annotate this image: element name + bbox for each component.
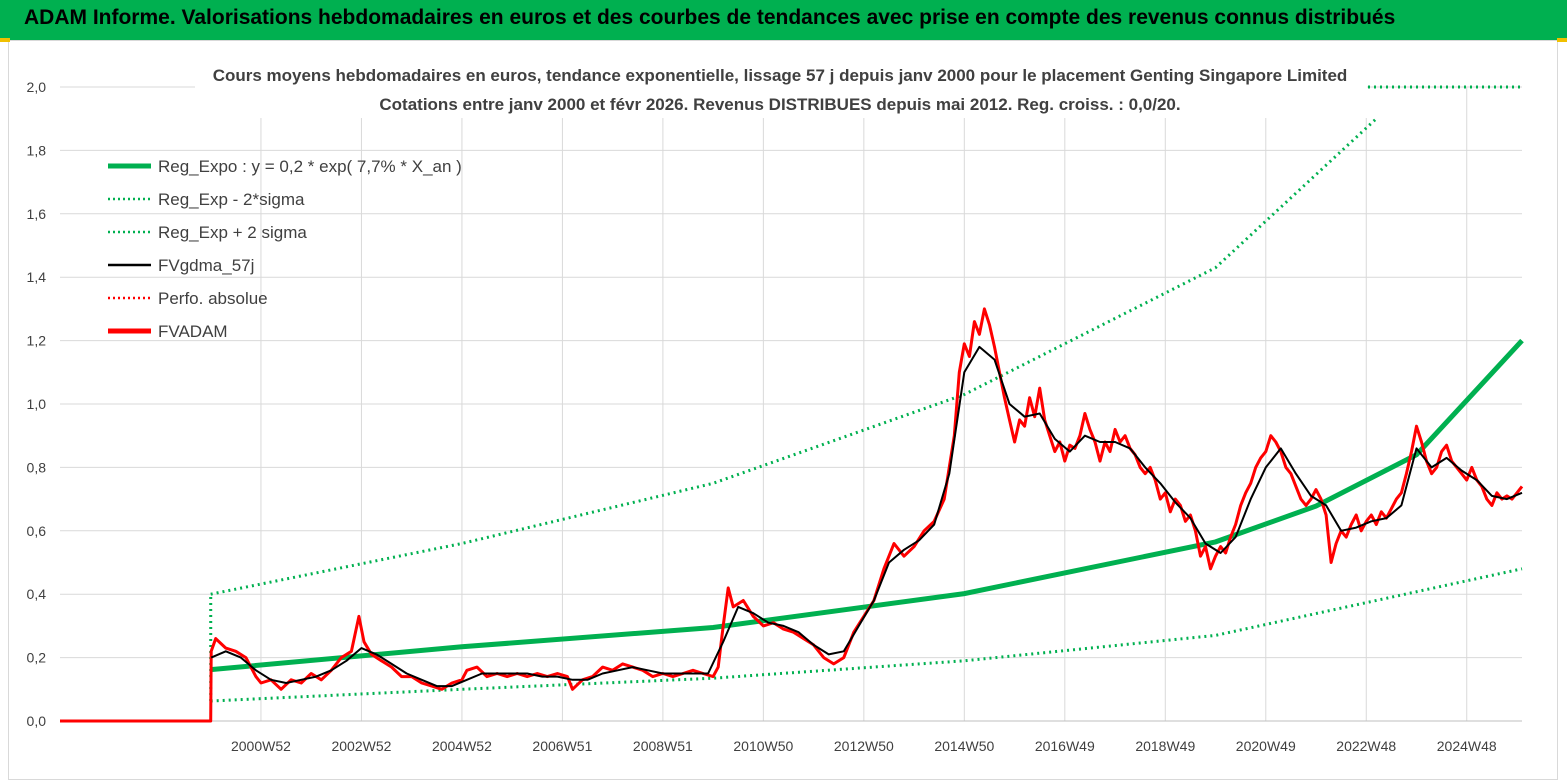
title-background [195, 60, 1367, 118]
x-tick-label: 2012W50 [834, 738, 894, 754]
report-title: ADAM Informe. Valorisations hebdomadaire… [24, 6, 1396, 29]
y-tick-label: 0,2 [27, 650, 47, 666]
corner-marker [0, 38, 10, 42]
x-tick-label: 2022W48 [1336, 738, 1396, 754]
x-tick-label: 2018W49 [1135, 738, 1195, 754]
legend-label: Perfo. absolue [158, 289, 268, 308]
y-tick-label: 1,2 [27, 333, 47, 349]
y-tick-label: 0,0 [27, 713, 47, 729]
x-tick-label: 2014W50 [934, 738, 994, 754]
legend-label: Reg_Expo : y = 0,2 * exp( 7,7% * X_an ) [158, 157, 462, 176]
legend: Reg_Expo : y = 0,2 * exp( 7,7% * X_an ) R… [108, 157, 462, 341]
legend-label: FVgdma_57j [158, 256, 254, 275]
y-tick-label: 0,6 [27, 523, 47, 539]
legend-label: FVADAM [158, 322, 228, 341]
corner-marker [1557, 38, 1567, 42]
reg-expo-line [210, 338, 1524, 673]
x-tick-label: 2010W50 [733, 738, 793, 754]
legend-label: Reg_Exp - 2*sigma [158, 190, 305, 209]
y-tick-label: 0,4 [27, 586, 47, 602]
grid-lines [60, 86, 1522, 722]
x-tick-label: 2006W51 [532, 738, 592, 754]
chart-title-block: Cours moyens hebdomadaires en euros, ten… [195, 60, 1367, 118]
title-banner: ADAM Informe. Valorisations hebdomadaire… [0, 0, 1567, 40]
reg-exp-minus-2-sigma-line [210, 567, 1523, 703]
axis-labels: 0,0 0,2 0,4 0,6 0,8 1,0 1,2 1,4 1,6 1,8 2,0 2000W52… [27, 79, 1522, 754]
x-tick-label: 2016W49 [1035, 738, 1095, 754]
y-tick-label: 2,0 [27, 79, 47, 95]
y-tick-label: 0,8 [27, 459, 47, 475]
x-tick-label: 2008W51 [633, 738, 693, 754]
chart-subtitle: Cotations entre janv 2000 et févr 2026. … [379, 95, 1180, 114]
x-tick-label: 2020W49 [1236, 738, 1296, 754]
legend-label: Reg_Exp + 2 sigma [158, 223, 307, 242]
chart-frame [8, 40, 1558, 780]
y-tick-label: 1,8 [27, 142, 47, 158]
x-tick-label: 2000W52 [231, 738, 291, 754]
x-tick-label: 2024W48 [1437, 738, 1497, 754]
x-tick-label: 2004W52 [432, 738, 492, 754]
y-tick-label: 1,6 [27, 206, 47, 222]
series-lines [60, 85, 1524, 723]
reg-exp-plus-2-sigma-line [210, 117, 1378, 596]
y-tick-label: 1,0 [27, 396, 47, 412]
chart-title: Cours moyens hebdomadaires en euros, ten… [213, 66, 1348, 85]
fvgdma-57j-line [210, 345, 1523, 688]
fvadam-line [60, 307, 1524, 723]
x-tick-label: 2002W52 [331, 738, 391, 754]
y-tick-label: 1,4 [27, 269, 47, 285]
